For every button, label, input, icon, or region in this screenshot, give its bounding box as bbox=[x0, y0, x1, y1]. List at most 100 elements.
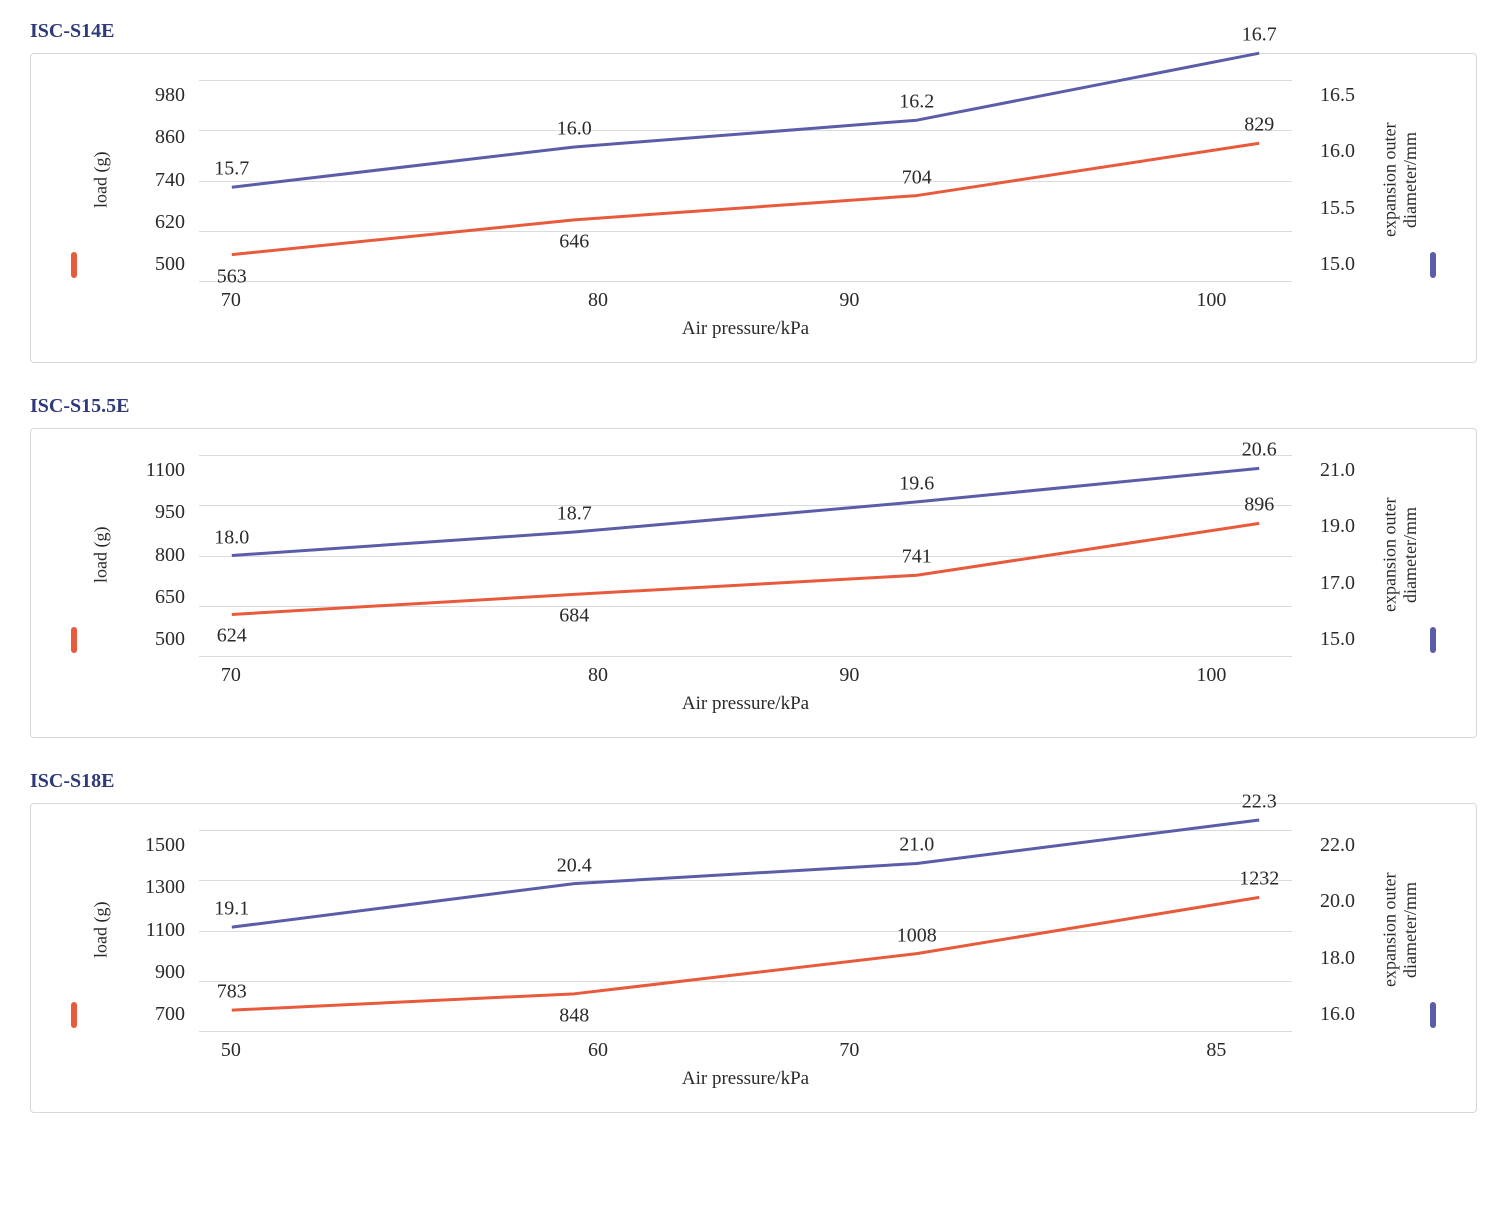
y-left-label: load (g) bbox=[87, 455, 115, 655]
x-tick: 60 bbox=[472, 1039, 723, 1062]
chart-section-s155e: ISC-S15.5Eload (g)1100950800650500624684… bbox=[30, 395, 1477, 738]
load-value-label: 684 bbox=[559, 605, 589, 628]
y-left-label: load (g) bbox=[87, 830, 115, 1030]
y-right-tick: 15.5 bbox=[1320, 197, 1380, 220]
diameter-value-label: 16.2 bbox=[899, 91, 934, 114]
gridline bbox=[199, 1031, 1292, 1032]
y-right-tick: 16.0 bbox=[1320, 140, 1380, 163]
diameter-value-label: 19.1 bbox=[214, 898, 249, 921]
load-value-label: 783 bbox=[217, 981, 247, 1004]
x-tick: 90 bbox=[724, 289, 975, 312]
y-right-tick: 16.5 bbox=[1320, 84, 1380, 107]
x-tick: 50 bbox=[199, 1039, 472, 1062]
x-tick: 80 bbox=[472, 664, 723, 687]
series-diameter bbox=[232, 820, 1259, 927]
diameter-value-label: 15.7 bbox=[214, 158, 249, 181]
y-left-tick: 800 bbox=[115, 544, 185, 567]
y-right-tick: 18.0 bbox=[1320, 947, 1380, 970]
load-value-label: 896 bbox=[1244, 494, 1274, 517]
y-right-tick: 22.0 bbox=[1320, 834, 1380, 857]
x-tick: 85 bbox=[975, 1039, 1292, 1062]
y-left-tick: 860 bbox=[115, 126, 185, 149]
left-series-swatch bbox=[71, 627, 77, 653]
y-left-tick: 1100 bbox=[115, 459, 185, 482]
series-svg bbox=[199, 830, 1292, 1031]
y-right-label: expansion outer diameter/mm bbox=[1380, 830, 1420, 1030]
y-right-ticks: 21.019.017.015.0 bbox=[1320, 455, 1380, 655]
diameter-value-label: 19.6 bbox=[899, 472, 934, 495]
y-left-label: load (g) bbox=[87, 80, 115, 280]
x-tick: 100 bbox=[975, 289, 1292, 312]
y-left-tick: 500 bbox=[115, 628, 185, 651]
x-axis: 708090100 bbox=[199, 289, 1292, 312]
load-value-label: 624 bbox=[217, 625, 247, 648]
x-axis: 50607085 bbox=[199, 1039, 1292, 1062]
y-left-tick: 700 bbox=[115, 1003, 185, 1026]
load-value-label: 1008 bbox=[897, 924, 937, 947]
chart-frame: load (g)98086074062050056364670482915.71… bbox=[30, 53, 1477, 363]
series-diameter bbox=[232, 468, 1259, 555]
x-axis-label: Air pressure/kPa bbox=[185, 693, 1306, 715]
y-right-tick: 15.0 bbox=[1320, 253, 1380, 276]
y-left-ticks: 980860740620500 bbox=[115, 80, 185, 280]
x-tick: 70 bbox=[199, 289, 472, 312]
load-value-label: 646 bbox=[559, 230, 589, 253]
diameter-value-label: 18.0 bbox=[214, 526, 249, 549]
y-right-tick: 21.0 bbox=[1320, 459, 1380, 482]
diameter-value-label: 22.3 bbox=[1242, 790, 1277, 813]
x-tick: 70 bbox=[199, 664, 472, 687]
y-right-tick: 20.0 bbox=[1320, 890, 1380, 913]
diameter-value-label: 18.7 bbox=[557, 503, 592, 526]
load-value-label: 1232 bbox=[1239, 868, 1279, 891]
diameter-value-label: 20.6 bbox=[1242, 439, 1277, 462]
chart-frame: load (g)110095080065050062468474189618.0… bbox=[30, 428, 1477, 738]
gridline bbox=[199, 656, 1292, 657]
x-tick: 80 bbox=[472, 289, 723, 312]
load-value-label: 563 bbox=[217, 265, 247, 288]
y-left-tick: 1100 bbox=[115, 919, 185, 942]
x-tick: 70 bbox=[724, 1039, 975, 1062]
chart-section-s18e: ISC-S18Eload (g)150013001100900700783848… bbox=[30, 770, 1477, 1113]
y-left-tick: 980 bbox=[115, 84, 185, 107]
y-right-ticks: 16.5 16.0 15.5 15.0 bbox=[1320, 80, 1380, 280]
load-value-label: 704 bbox=[902, 166, 932, 189]
left-series-swatch bbox=[71, 1002, 77, 1028]
chart-title: ISC-S15.5E bbox=[30, 395, 1477, 418]
x-tick: 100 bbox=[975, 664, 1292, 687]
plot-area: 56364670482915.716.016.216.7 bbox=[199, 80, 1292, 281]
y-right-label: expansion outer diameter/mm bbox=[1380, 455, 1420, 655]
y-left-tick: 500 bbox=[115, 253, 185, 276]
y-left-tick: 900 bbox=[115, 961, 185, 984]
diameter-value-label: 16.0 bbox=[557, 117, 592, 140]
series-load bbox=[232, 897, 1259, 1010]
plot-area: 62468474189618.018.719.620.6 bbox=[199, 455, 1292, 656]
y-left-tick: 650 bbox=[115, 586, 185, 609]
left-series-swatch bbox=[71, 252, 77, 278]
right-series-swatch bbox=[1430, 1002, 1436, 1028]
y-right-tick: 16.0 bbox=[1320, 1003, 1380, 1026]
chart-section-s14e: ISC-S14Eload (g)980860740620500563646704… bbox=[30, 20, 1477, 363]
series-load bbox=[232, 143, 1259, 254]
charts-root: ISC-S14Eload (g)980860740620500563646704… bbox=[30, 20, 1477, 1113]
y-left-tick: 1300 bbox=[115, 876, 185, 899]
y-right-tick: 15.0 bbox=[1320, 628, 1380, 651]
load-value-label: 848 bbox=[559, 1004, 589, 1027]
x-axis-label: Air pressure/kPa bbox=[185, 1068, 1306, 1090]
series-load bbox=[232, 523, 1259, 614]
diameter-value-label: 16.7 bbox=[1242, 24, 1277, 47]
x-axis-label: Air pressure/kPa bbox=[185, 318, 1306, 340]
y-right-tick: 19.0 bbox=[1320, 515, 1380, 538]
y-right-label: expansion outer diameter/mm bbox=[1380, 80, 1420, 280]
y-left-ticks: 1100950800650500 bbox=[115, 455, 185, 655]
series-svg bbox=[199, 455, 1292, 656]
chart-frame: load (g)15001300110090070078384810081232… bbox=[30, 803, 1477, 1113]
series-svg bbox=[199, 80, 1292, 281]
plot-area: 7838481008123219.120.421.022.3 bbox=[199, 830, 1292, 1031]
y-left-ticks: 150013001100900700 bbox=[115, 830, 185, 1030]
load-value-label: 741 bbox=[902, 546, 932, 569]
y-left-tick: 740 bbox=[115, 169, 185, 192]
load-value-label: 829 bbox=[1244, 114, 1274, 137]
diameter-value-label: 21.0 bbox=[899, 834, 934, 857]
x-axis: 708090100 bbox=[199, 664, 1292, 687]
gridline bbox=[199, 281, 1292, 282]
